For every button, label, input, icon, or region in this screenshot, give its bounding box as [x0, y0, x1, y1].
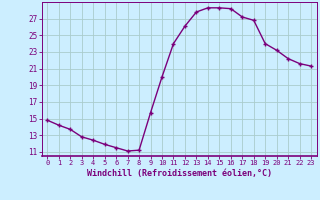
X-axis label: Windchill (Refroidissement éolien,°C): Windchill (Refroidissement éolien,°C): [87, 169, 272, 178]
